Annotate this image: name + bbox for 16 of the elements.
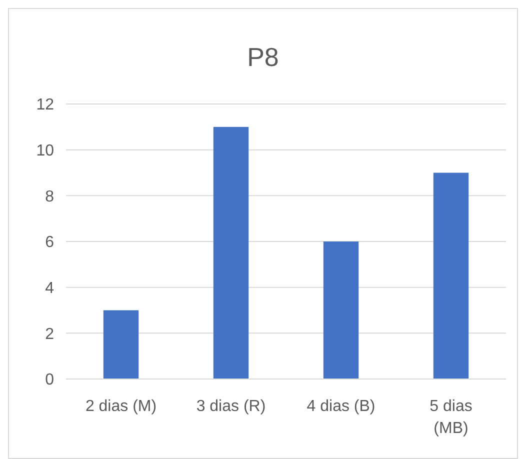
- x-tick-label: 3 dias (R): [196, 398, 266, 415]
- y-tick-label: 10: [36, 142, 54, 160]
- bar: [323, 242, 359, 379]
- bar: [103, 310, 139, 379]
- chart-title: P8: [247, 42, 279, 72]
- y-tick-label: 12: [36, 96, 54, 114]
- y-tick-label: 8: [45, 188, 54, 206]
- bar: [213, 126, 249, 379]
- y-tick-label: 2: [45, 326, 54, 343]
- y-tick-label: 4: [45, 280, 54, 297]
- y-tick-label: 0: [45, 372, 54, 389]
- x-tick-label: 4 dias (B): [306, 398, 376, 415]
- bar: [433, 172, 469, 379]
- y-tick-label: 6: [45, 234, 54, 252]
- x-tick-label: 2 dias (M): [85, 398, 157, 415]
- x-tick-label: 5 dias (MB): [430, 398, 472, 437]
